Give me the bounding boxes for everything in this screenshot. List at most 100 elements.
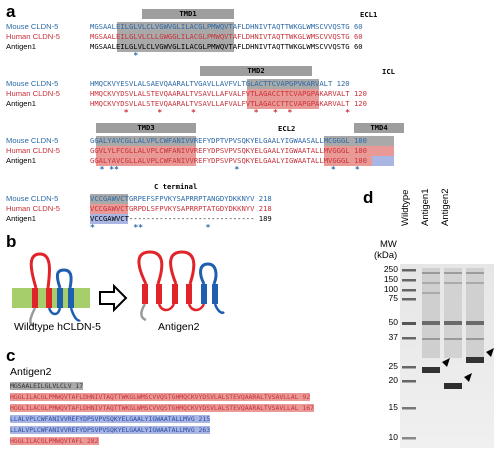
name-antigen-2: Antigen1: [6, 99, 36, 108]
tmd3-highlight-antigen: [96, 156, 196, 166]
cterminal-label: C terminal: [154, 182, 198, 191]
cterm-left: [69, 307, 81, 322]
marker-15: 15: [388, 402, 398, 412]
nterm-left: [29, 307, 37, 328]
antigen2-title: Antigen2: [10, 366, 52, 378]
tmd4-highlight-antigen: [324, 156, 372, 166]
ecl1b-loop-right: [169, 250, 196, 285]
arrowhead-antigen2: [486, 348, 494, 357]
name-human-4: Human CLDN-5: [6, 204, 61, 213]
antigen2-line-2: HGGLILACGLPMWQVTAFLDHNIVTAQTTWKGLWMSCVVQ…: [10, 393, 311, 401]
panel-a-label: a: [6, 2, 16, 21]
icl-label: ICL: [382, 67, 395, 76]
schematic-svg: [12, 250, 225, 328]
seq-human-1: MGSAALEILGLVLCLLGWGGLILACGLPMWQVTAFLDHNI…: [90, 32, 363, 41]
lane-label-antigen2: Antigen2: [440, 188, 451, 226]
nterm-right: [140, 303, 147, 322]
stars-3: * ** * * *: [90, 165, 360, 174]
gel-image: [400, 264, 494, 448]
tm1-right: [142, 284, 148, 304]
seq-antigen-2: HMQCKVYDSVLALSTEVQAARALTVSAVLLAFVALFVTLA…: [90, 99, 367, 108]
ecl2-loop-right: [199, 262, 218, 285]
tm4-right: [186, 284, 192, 304]
tmd1-highlight: [117, 22, 234, 52]
seq-mouse-4: VCCGAWVCTGRPEFSFPVKYSAPRRPTANGDYDKKNYV 2…: [90, 194, 272, 203]
name-mouse-4: Mouse CLDN-5: [6, 194, 59, 203]
icl-right-1: [157, 303, 176, 312]
tm2-left: [46, 288, 52, 308]
seq-mouse-2: HMQCKVYESVLALSAEVQAARALTVGAVLLAVFVLTGLAC…: [90, 79, 350, 88]
antigen2-line-3: HGGLILACGLPMWQVTAFLDHNIVTAQTTWKGLWMSCVVQ…: [10, 404, 314, 412]
marker-37: 37: [388, 332, 398, 342]
tmd4-highlight-antigen-blue: [372, 156, 394, 166]
marker-150: 150: [383, 274, 398, 284]
seq-antigen-1: MGSAALEILGLVLCLVGWVGLILACGLPMWQVTAFLDHNI…: [90, 42, 363, 51]
tmd2-label: TMD2: [200, 66, 312, 76]
panel-b-label: b: [6, 232, 17, 251]
tmd4-label: TMD4: [354, 123, 404, 133]
tm5-right: [201, 284, 207, 304]
antigen2-line-4: LLALVPLCWFANIVVREFYDPSVPVSQKYELGAALYIGWA…: [10, 415, 211, 423]
tm2-right: [156, 284, 162, 304]
marker-75: 75: [388, 293, 398, 303]
tmd2-highlight-antigen: [247, 99, 319, 109]
cterm-highlight-human: [90, 204, 128, 214]
marker-250: 250: [383, 264, 398, 274]
seq-mouse-3: GGALYAVCGLLALVPLCWFANIVVREFYDPTVPVSQKYEL…: [90, 136, 367, 145]
arrowhead-wildtype: [442, 358, 450, 367]
tmd3-highlight-mouse: [96, 136, 196, 146]
tm3-right: [172, 284, 178, 304]
marker-lane: [402, 269, 416, 440]
seq-antigen-4: VCCGAWVCT----------------------------- 1…: [90, 214, 272, 223]
seq-human-3: GGVLYLFCGLLALVPLCWFANIVVREFYDPSVPVSQKYEL…: [90, 146, 367, 155]
marker-20: 20: [388, 375, 398, 385]
seq-human-2: HMQCKVYDSVLALSTEVQAARALTVSAVLLAFVALFVTLA…: [90, 89, 367, 98]
marker-50: 50: [388, 317, 398, 327]
antigen2-sequence: MGSAALEILGLVLCLV 17 HGGLILACGLPMWQVTAFLD…: [10, 381, 314, 447]
cterm-right: [213, 303, 225, 314]
ecl1-loop-left: [29, 252, 52, 289]
tmd3-highlight-human: [96, 146, 196, 156]
name-human-3: Human CLDN-5: [6, 146, 61, 155]
name-antigen-4: Antigen1: [6, 214, 36, 223]
seq-mouse-1: MGSAALEILGLVLCLVGWVGLILACGLPMWQVTAFLDHNI…: [90, 22, 363, 31]
name-mouse-3: Mouse CLDN-5: [6, 136, 59, 145]
mw-unit: (kDa): [374, 250, 398, 261]
tmd2-highlight-human: [247, 89, 319, 99]
ecl1-label: ECL1: [360, 10, 378, 19]
name-antigen-3: Antigen1: [6, 156, 36, 165]
lane-antigen2: [466, 268, 484, 363]
stars-4: * ** *: [90, 223, 211, 232]
tm6-right: [212, 284, 218, 304]
cterm-highlight-antigen: [90, 214, 128, 224]
name-human-1: Human CLDN-5: [6, 32, 61, 41]
antigen2-line-1: MGSAALEILGLVLCLV 17: [10, 382, 84, 390]
marker-100: 100: [383, 284, 398, 294]
tmd4-highlight-mouse: [324, 136, 394, 146]
seq-human-4: VCCGAWVCTGRPDLSFPVKYSAPRRPTATGDYDKKNYV 2…: [90, 204, 272, 213]
seq-antigen-3: GGALYAVCGLLALVPLCWFANIVVREFYDPSVPVSQKYEL…: [90, 156, 367, 165]
icl-left: [47, 307, 62, 316]
panel-d-label: d: [363, 188, 374, 207]
name-antigen-1: Antigen1: [6, 42, 36, 51]
antigen2-line-5: LLALVPLCWFANIVVREFYDPSVPVSQKYELGAALYIGWA…: [10, 426, 211, 434]
arrow-icon: [99, 283, 128, 313]
tmd3-label: TMD3: [96, 123, 196, 133]
lane-wildtype: [422, 268, 440, 373]
tm4-left: [68, 288, 74, 308]
tm3-left: [57, 288, 63, 308]
lane-label-wildtype: Wildtype: [400, 189, 411, 226]
tm1-left: [32, 288, 38, 308]
ecl2-label: ECL2: [278, 124, 296, 133]
wildtype-label: Wildtype hCLDN-5: [14, 321, 101, 333]
stars-2: * * * * * * *: [90, 108, 351, 117]
lane-antigen1: [444, 268, 462, 389]
tmd1-label: TMD1: [142, 9, 234, 19]
lane-label-antigen1: Antigen1: [420, 188, 431, 226]
icl-right-2: [187, 303, 206, 312]
stars-1: *: [90, 51, 139, 60]
marker-10: 10: [388, 432, 398, 442]
name-mouse-2: Mouse CLDN-5: [6, 79, 59, 88]
name-human-2: Human CLDN-5: [6, 89, 61, 98]
ecl1-loop-right: [137, 250, 164, 285]
